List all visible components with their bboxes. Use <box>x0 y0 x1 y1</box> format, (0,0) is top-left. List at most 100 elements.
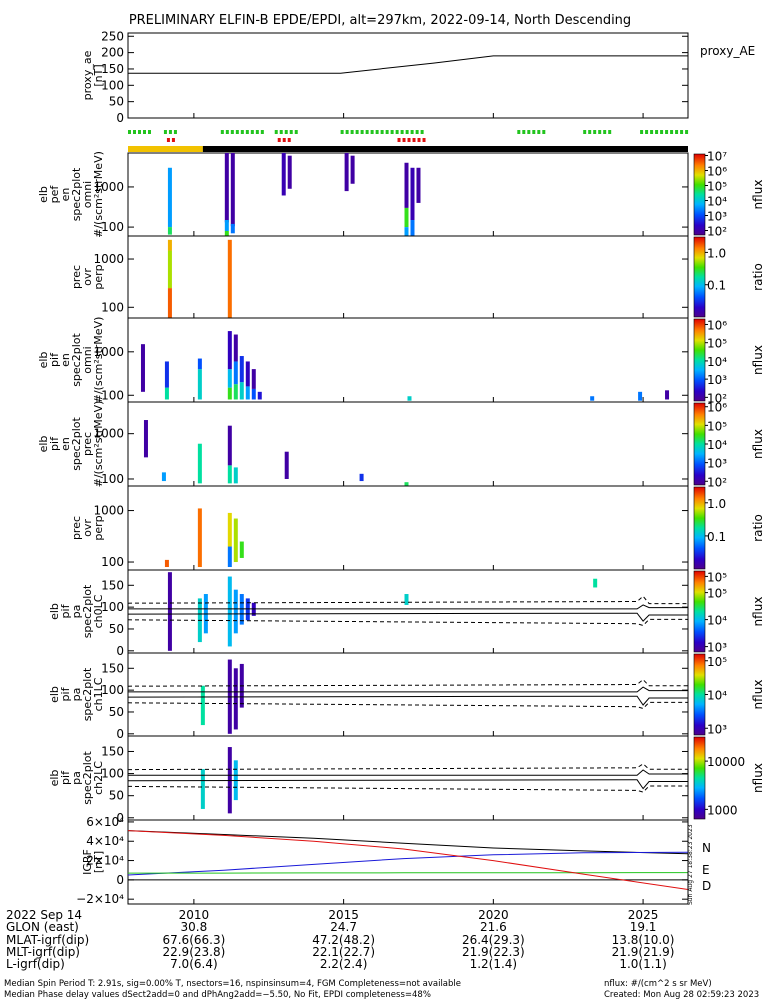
y-axis-label-line: ch2LC <box>92 761 105 795</box>
footer-row-value: 19.1 <box>630 920 657 934</box>
colorbar-tick-label: 10² <box>707 225 727 239</box>
y-axis-label: precovrperp <box>70 515 105 540</box>
status-black-bar <box>202 146 688 152</box>
y-axis-label-line: IGRF <box>81 849 94 875</box>
y-axis-label-line: pa <box>70 605 83 619</box>
spectrum-column <box>167 572 172 651</box>
spectrum-column <box>140 344 145 392</box>
panel-elb_pef_en: 1001000elbpefenspec2plotomni#/(scm²strMe… <box>37 150 765 239</box>
status-green-mark <box>640 130 644 134</box>
y-axis-label-line: en <box>59 437 72 451</box>
y-axis-label: elbpifpaspec2plotch0LC <box>48 584 105 638</box>
loss-cone-line <box>128 604 688 610</box>
footer-row-value: 21.9(21.9) <box>612 945 675 959</box>
y-tick-label: 100 <box>101 220 124 234</box>
igrf-legend: N <box>702 841 711 855</box>
footer-row-label: L-igrf(dip) <box>6 957 65 971</box>
footer-row-value: 1.0(1.1) <box>619 957 667 971</box>
y-axis-label-line: en <box>59 188 72 202</box>
spectrum-column <box>233 384 238 400</box>
y-axis-label-line: en <box>59 353 72 367</box>
proxy-ae-line <box>128 55 688 74</box>
footer-row-value: 24.7 <box>330 920 357 934</box>
spectrum-column <box>200 685 205 726</box>
y-axis-label-line: spec2plot <box>81 751 94 805</box>
loss-cone-line <box>128 769 688 776</box>
spectrum-column <box>404 482 409 486</box>
footer-row-value: 2020 <box>478 908 509 922</box>
spectrum-column <box>227 239 232 318</box>
spectrum-column <box>227 387 232 400</box>
status-green-mark <box>284 130 288 134</box>
y-axis-label-line: elb <box>37 186 50 203</box>
colorbar-tick-label: 0.1 <box>707 530 726 544</box>
status-green-mark <box>680 130 684 134</box>
y-tick-label: 0 <box>116 811 124 825</box>
colorbar-tick-label: 10³ <box>707 457 727 471</box>
side-stamp: Sun Aug 27 18:38:23 2023 <box>687 824 694 905</box>
colorbar-tick-label: 10³ <box>707 722 727 736</box>
spectrum-column <box>167 288 172 318</box>
status-green-mark <box>230 130 234 134</box>
spectrum-column <box>284 451 289 479</box>
panel-frame <box>127 32 689 119</box>
y-axis-label-line: spec2plot <box>70 333 83 387</box>
footer-row-value: 21.6 <box>480 920 507 934</box>
footer-row-value: 47.2(48.2) <box>312 933 375 947</box>
footer-row-value: 1.2(1.4) <box>470 957 518 971</box>
colorbar-label: nflux <box>751 763 765 793</box>
y-axis-label: elbpefenspec2plotomni#/(scm²strMeV) <box>37 151 105 238</box>
colorbar-tick-label: 10⁵ <box>707 587 727 601</box>
spectrum-column <box>239 541 244 558</box>
colorbar <box>693 402 706 486</box>
status-green-mark <box>522 130 526 134</box>
y-tick-label: −2×10⁴ <box>76 892 124 906</box>
panel-ch2LC: 050100150elbpifpaspec2plotch2LC100010000… <box>48 735 765 825</box>
panel-frame <box>127 317 689 403</box>
spectrum-column <box>167 227 172 235</box>
spectrum-column <box>251 388 256 400</box>
status-green-mark <box>655 130 659 134</box>
colorbar-tick-label: 10³ <box>707 641 727 655</box>
y-axis-label-line: elb <box>48 603 61 620</box>
status-green-mark <box>148 130 151 134</box>
spectrum-column <box>227 425 232 466</box>
y-tick-label: 50 <box>109 705 124 719</box>
footer-row-value: 67.6(66.3) <box>162 933 225 947</box>
colorbar-label: nflux <box>751 180 765 210</box>
y-axis-label: elbpifenspec2plotprec#/(scm²strMeV) <box>37 401 105 488</box>
spectrum-column <box>224 230 229 236</box>
status-green-mark <box>365 130 369 134</box>
spectrum-column <box>233 518 238 563</box>
status-green-mark <box>650 130 654 134</box>
y-axis-label: elbpifpaspec2plotch1LC <box>48 667 105 721</box>
colorbar-tick-label: 1.0 <box>707 497 726 511</box>
y-tick-label: 1000 <box>93 252 124 266</box>
y-axis-label: elbpifpaspec2plotch2LC <box>48 751 105 805</box>
colorbar-tick-label: 10⁵ <box>707 655 727 669</box>
colorbar <box>693 570 706 653</box>
spectrum-column <box>251 369 256 389</box>
panel-frame <box>127 401 689 487</box>
spectrum-column <box>410 220 415 236</box>
status-green-mark <box>128 130 131 134</box>
y-axis-label: proxy_ae[nT] <box>81 50 105 100</box>
status-green-mark <box>240 130 244 134</box>
status-green-mark <box>375 130 379 134</box>
spectrum-column <box>227 512 232 547</box>
y-axis-label-line: pa <box>70 771 83 785</box>
spectrum-column <box>164 361 169 388</box>
igrf-total-line <box>127 830 689 855</box>
status-green-mark <box>245 130 249 134</box>
y-axis-label-line: [nT] <box>92 851 105 873</box>
loss-cone-line <box>128 686 688 693</box>
status-red-mark <box>277 138 281 142</box>
colorbar-tick-label: 10⁴ <box>707 355 727 369</box>
spectrum-column <box>404 162 409 208</box>
colorbar <box>693 236 706 318</box>
status-green-mark <box>138 130 141 134</box>
spectrum-column <box>197 369 202 400</box>
y-axis-label-line: prec <box>70 265 83 289</box>
